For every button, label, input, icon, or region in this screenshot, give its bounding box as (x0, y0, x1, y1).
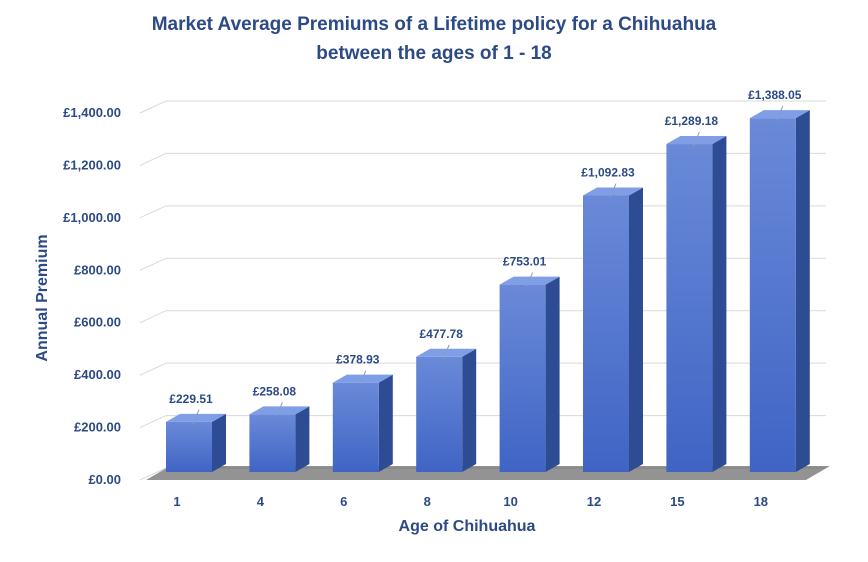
bar (666, 136, 727, 473)
data-label-leader (359, 370, 367, 385)
x-tick-label: 4 (257, 494, 265, 509)
bar (166, 413, 226, 472)
x-tick-label: 10 (503, 494, 517, 509)
bars (166, 110, 810, 473)
bar-side (212, 413, 226, 472)
data-label: £753.01 (503, 255, 547, 269)
x-axis-ticks: 1 4 6 8 10 12 15 18 (173, 494, 768, 509)
y-tick-label: £400.00 (74, 367, 121, 382)
data-labels: £229.51 £258.08 £378.93 £477.78 £753.01 £1,09… (169, 88, 802, 425)
y-tick-label: £800.00 (74, 262, 121, 277)
chart-subtitle: between the ages of 1 - 18 (316, 43, 551, 64)
data-label: £1,092.83 (581, 166, 635, 180)
bar-shadows (146, 466, 830, 480)
x-tick-label: 15 (670, 494, 684, 509)
bar (416, 348, 477, 472)
bar-front (499, 284, 546, 472)
bar-side (712, 136, 727, 473)
bar-front (332, 382, 379, 472)
data-label: £258.08 (253, 384, 297, 398)
y-axis-title: Annual Premium (34, 234, 51, 361)
bar-side (795, 110, 810, 473)
bar-side (378, 374, 393, 472)
y-tick-label: £1,000.00 (63, 210, 121, 225)
data-label: £1,289.18 (665, 114, 719, 128)
data-label-leader (275, 402, 283, 417)
bar (249, 406, 310, 472)
bar-side (629, 187, 643, 473)
gridline (139, 152, 826, 166)
bar-front (666, 144, 713, 473)
bar-side (462, 348, 477, 472)
data-label-leader (442, 344, 450, 359)
x-tick-label: 12 (587, 494, 601, 509)
chart-title: Market Average Premiums of a Lifetime po… (152, 14, 717, 35)
gridlines (139, 100, 826, 481)
bar (749, 110, 810, 473)
x-tick-label: 8 (424, 494, 431, 509)
bar-front (416, 356, 463, 472)
data-label-leader (526, 272, 534, 287)
bar (499, 276, 560, 472)
bar-front (749, 118, 796, 473)
bar-side (295, 406, 310, 472)
data-label: £229.51 (169, 392, 213, 406)
bar-side (545, 276, 560, 472)
x-tick-label: 1 (173, 494, 180, 509)
data-label-leader (776, 105, 784, 121)
data-label: £378.93 (336, 353, 380, 367)
y-tick-label: £1,200.00 (63, 157, 121, 172)
data-label-leader (192, 409, 200, 425)
data-label-leader (609, 183, 617, 198)
floor-shadow (146, 466, 830, 480)
bar-front (166, 421, 212, 472)
bar-front (249, 414, 296, 472)
bar-front (583, 195, 629, 473)
y-axis-ticks: £0.00 £200.00 £400.00 £600.00 £800.00 £1,000.… (63, 105, 121, 487)
y-tick-label: £200.00 (74, 420, 121, 435)
x-tick-label: 18 (754, 494, 768, 509)
data-label: £477.78 (420, 327, 464, 341)
x-axis-title: Age of Chihuahua (399, 518, 536, 535)
bar (583, 187, 643, 473)
gridline (139, 100, 826, 114)
data-label-leader (692, 131, 700, 147)
y-tick-label: £1,400.00 (63, 105, 121, 120)
y-tick-label: £600.00 (74, 315, 121, 330)
y-tick-label: £0.00 (88, 472, 121, 487)
data-label: £1,388.05 (748, 88, 802, 102)
bar (332, 374, 393, 472)
x-tick-label: 6 (340, 494, 347, 509)
